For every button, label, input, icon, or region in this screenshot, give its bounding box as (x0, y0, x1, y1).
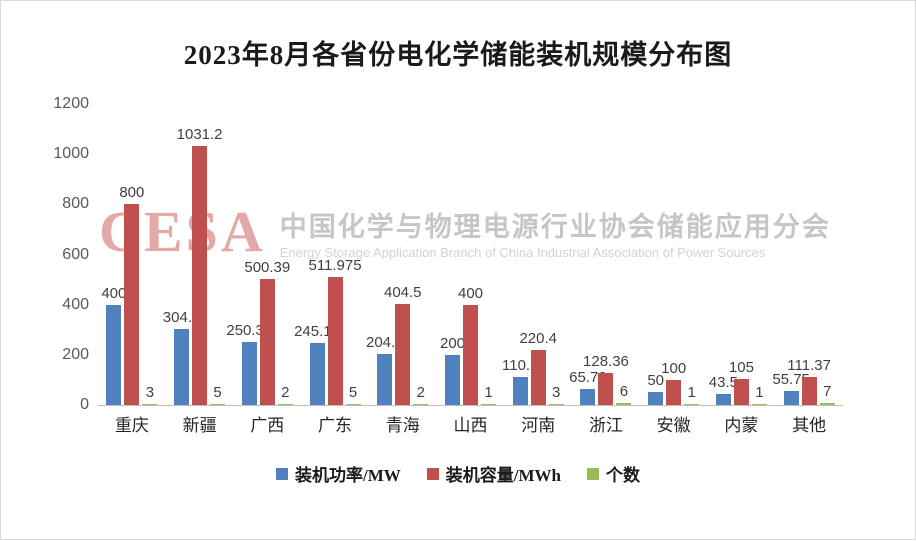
bar-power (580, 388, 596, 405)
bar-value-label: 7 (822, 383, 832, 401)
bar-capacity (259, 279, 275, 405)
bar-count (751, 404, 767, 405)
chart-title: 2023年8月各省份电化学储能装机规模分布图 (183, 40, 733, 70)
bar-count (210, 403, 226, 405)
bar-value-label: 2 (281, 384, 290, 401)
bar-value-label: 100 (661, 359, 687, 377)
bar-value-label: 5 (348, 383, 358, 401)
bar-value-label: 65.72 (569, 368, 607, 386)
bar-value-label: 3 (552, 384, 561, 401)
bar-capacity (733, 378, 749, 405)
bar-value-label: 2 (416, 384, 425, 401)
bar-value-label: 400 (457, 284, 484, 302)
bar-value-label: 6 (619, 383, 629, 401)
bar-value-label: 304.5 (162, 308, 201, 326)
y-axis-tick-label: 200 (62, 345, 89, 363)
bar-count (142, 404, 158, 405)
y-axis-tick-label: 0 (80, 396, 89, 413)
bar-capacity (124, 204, 140, 405)
x-axis-category-label: 重庆 (114, 416, 149, 435)
bar-value-label: 511.975 (308, 256, 362, 274)
power-legend-swatch-icon (275, 467, 288, 480)
bar-power (377, 353, 393, 405)
bar-power (783, 391, 799, 405)
bar-value-label: 3 (145, 384, 155, 401)
bar-count (684, 404, 700, 405)
bar-count (548, 404, 564, 405)
x-axis-category-label: 其他 (792, 416, 827, 435)
bar-value-label: 204.5 (365, 333, 404, 351)
bar-value-label: 400 (101, 284, 127, 302)
bar-capacity (395, 303, 411, 405)
bar-value-label: 404.5 (383, 283, 422, 301)
legend-item-capacity: 装机容量/MWh (426, 461, 561, 486)
x-axis-category-label: 青海 (385, 416, 420, 435)
bar-count (345, 403, 361, 405)
bar-capacity (666, 379, 682, 405)
bar-capacity (801, 377, 817, 405)
bar-power (241, 342, 257, 405)
x-axis-category-label: 内蒙 (724, 416, 759, 435)
bar-power (648, 392, 664, 405)
bar-count (277, 404, 293, 405)
bar-value-label: 1 (755, 384, 764, 401)
bar-value-label: 220.4 (519, 329, 557, 347)
capacity-legend-swatch-icon (426, 467, 439, 480)
legend-item-count: 个数 (587, 461, 640, 486)
y-axis-tick-label: 1200 (53, 95, 89, 112)
bar-value-label: 50 (647, 372, 665, 390)
bar-power (715, 394, 731, 405)
legend-item-power: 装机功率/MW (275, 461, 401, 486)
bar-value-label: 105 (728, 358, 754, 376)
bar-value-label: 5 (213, 383, 222, 401)
x-axis-category-label: 广西 (250, 416, 285, 435)
bar-value-label: 1031.2 (176, 126, 223, 144)
bar-value-label: 128.36 (583, 352, 629, 370)
bar-value-label: 500.39 (244, 259, 291, 277)
bar-power (174, 328, 190, 405)
bar-value-label: 43.5 (708, 374, 739, 392)
bar-value-label: 1 (484, 384, 493, 401)
x-axis-category-label: 安徽 (656, 416, 691, 435)
x-axis-category-label: 山西 (453, 416, 488, 435)
y-axis-tick-label: 800 (62, 195, 89, 213)
bar-value-label: 1 (687, 384, 696, 401)
legend: 装机功率/MW 装机容量/MWh 个数 (1, 461, 915, 486)
bar-power (512, 377, 528, 405)
bar-capacity (463, 304, 478, 405)
x-axis-category-label: 新疆 (182, 416, 217, 435)
bar-count (481, 404, 496, 405)
count-legend-swatch-icon (587, 467, 599, 480)
bar-value-label: 200 (439, 334, 466, 352)
bar-value-label: 111.37 (787, 357, 831, 375)
y-axis-tick-label: 400 (62, 295, 89, 313)
x-axis-line (98, 405, 843, 406)
bar-capacity (530, 349, 546, 405)
x-axis-category-label: 浙江 (588, 416, 623, 435)
bar-value-label: 55.75 (772, 371, 810, 389)
bar-power (309, 343, 325, 405)
bar-power (106, 304, 122, 405)
y-axis-tick-label: 600 (62, 245, 89, 263)
legend-label-capacity: 装机容量/MWh (445, 466, 561, 485)
bar-power (445, 354, 460, 405)
bar-capacity (192, 146, 208, 405)
bar-value-label: 110.2 (502, 357, 539, 375)
x-axis-category-label: 广东 (318, 416, 353, 435)
bar-count (819, 403, 835, 405)
bar-count (616, 403, 632, 405)
bar-count (413, 404, 429, 405)
x-axis-category-label: 河南 (521, 416, 556, 435)
bar-capacity (598, 372, 614, 405)
legend-label-count: 个数 (606, 466, 640, 485)
legend-label-power: 装机功率/MW (294, 466, 401, 485)
bar-value-label: 800 (119, 184, 145, 202)
bar-capacity (327, 276, 343, 405)
y-axis-tick-label: 1000 (53, 145, 89, 163)
